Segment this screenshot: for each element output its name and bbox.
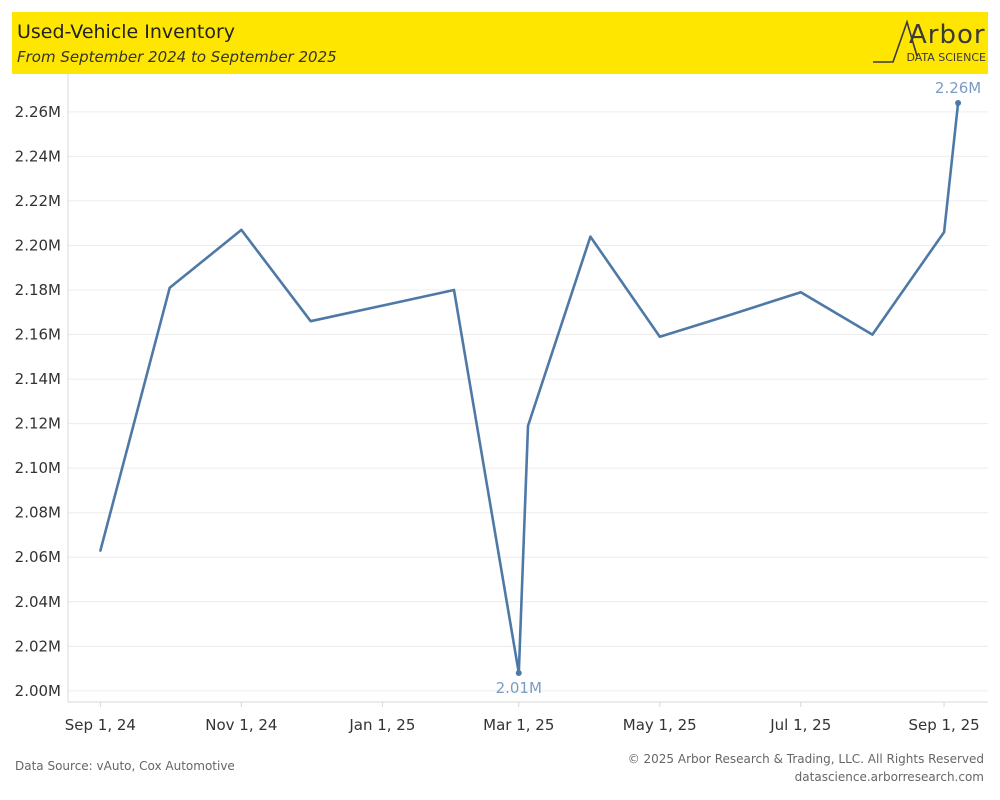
y-tick-label: 2.02M [15,637,61,655]
arbor-logo-word: Arbor [909,20,986,50]
y-tick-label: 2.00M [15,682,61,700]
arbor-logo-mark-icon [873,19,918,63]
y-tick-label: 2.18M [15,281,61,299]
arbor-logo-subtitle: DATA SCIENCE [906,51,986,64]
x-tick-label: Sep 1, 24 [65,716,136,734]
copyright-block: © 2025 Arbor Research & Trading, LLC. Al… [628,750,984,786]
arbor-logo: Arbor DATA SCIENCE [871,16,986,72]
gridlines [67,74,988,703]
x-tick-label: May 1, 25 [623,716,697,734]
chart-title: Used-Vehicle Inventory [17,21,236,43]
x-tick-label: Sep 1, 25 [908,716,979,734]
y-tick-label: 2.04M [15,593,61,611]
y-tick-label: 2.06M [15,548,61,566]
x-axis-ticks: Sep 1, 24 Nov 1, 24 Jan 1, 25 Mar 1, 25 May … [65,702,980,734]
chart-subtitle: From September 2024 to September 2025 [17,48,337,66]
y-tick-label: 2.20M [15,236,61,254]
x-tick-label: Nov 1, 24 [205,716,277,734]
data-source-note: Data Source: vAuto, Cox Automotive [15,759,235,773]
series-line [99,101,960,675]
x-tick-label: Jan 1, 25 [348,716,415,734]
y-tick-label: 2.12M [15,415,61,433]
y-tick-label: 2.14M [15,370,61,388]
x-tick-label: Mar 1, 25 [483,716,554,734]
x-tick-label: Jul 1, 25 [769,716,831,734]
data-label: 2.01M [496,679,542,697]
highlight-point [955,99,962,106]
y-tick-label: 2.08M [15,504,61,522]
data-label: 2.26M [935,79,981,97]
y-tick-label: 2.16M [15,326,61,344]
y-tick-label: 2.24M [15,147,61,165]
y-tick-label: 2.22M [15,192,61,210]
data-labels: 2.01M 2.26M [496,79,982,697]
highlight-markers [515,99,962,677]
y-axis-ticks: 2.00M 2.02M 2.04M 2.06M 2.08M 2.10M 2.12M 2.14M… [15,103,61,700]
y-tick-label: 2.10M [15,459,61,477]
title-banner: Used-Vehicle Inventory From September 20… [12,12,988,74]
website-link[interactable]: datascience.arborresearch.com [794,770,984,784]
highlight-point [515,670,522,677]
copyright-text: © 2025 Arbor Research & Trading, LLC. Al… [627,752,984,766]
line-chart: 2.00M 2.02M 2.04M 2.06M 2.08M 2.10M 2.12M 2.14M… [15,74,988,734]
y-tick-label: 2.26M [15,103,61,121]
